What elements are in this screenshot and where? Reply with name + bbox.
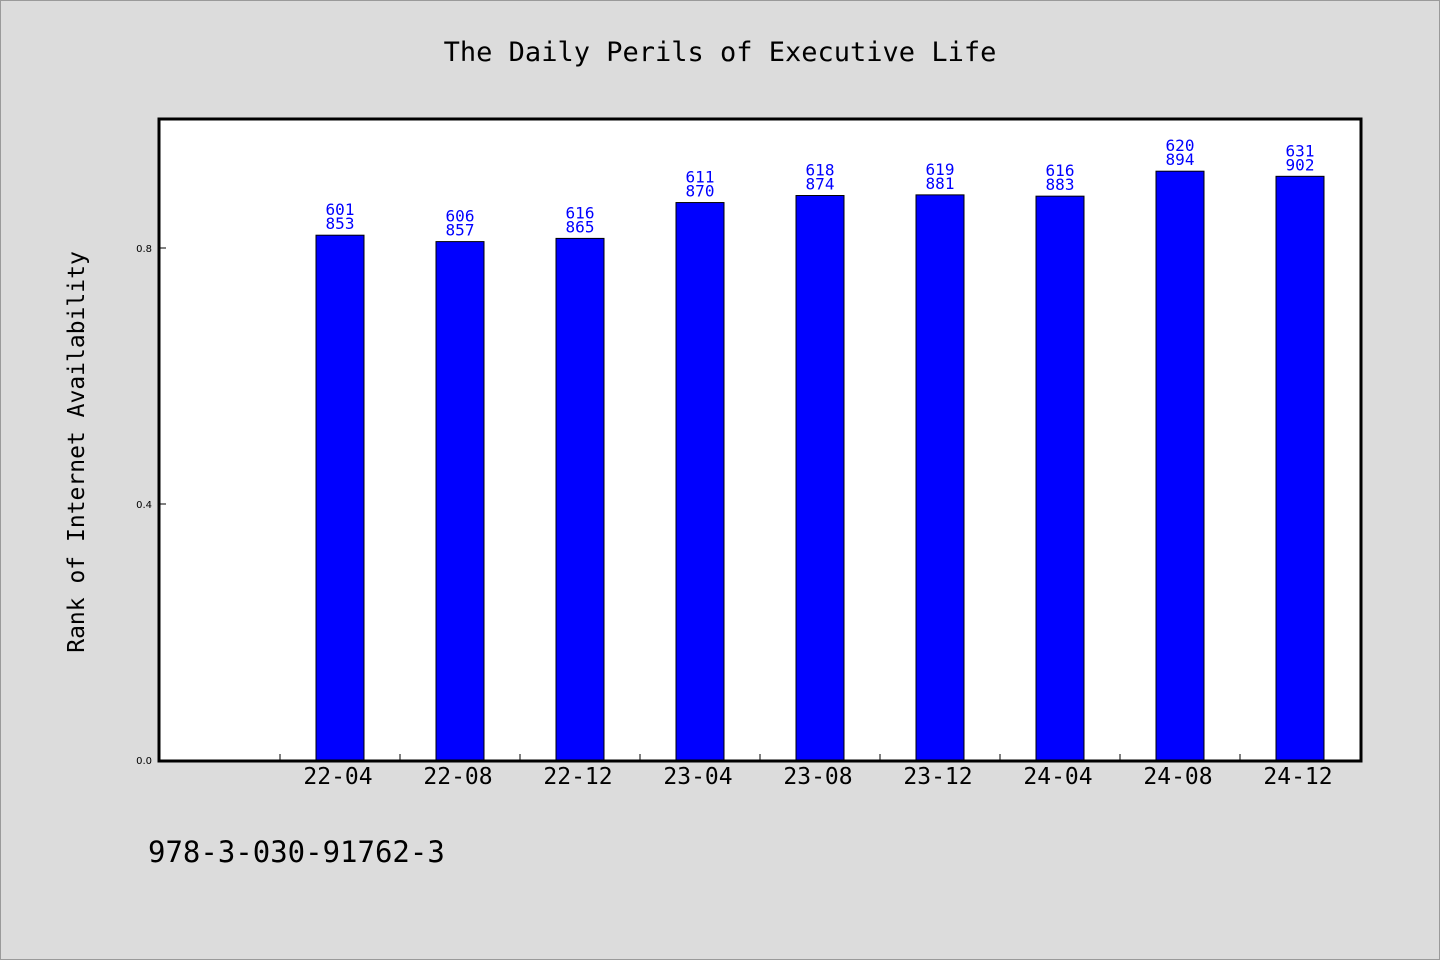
bar-label-bottom: 853 xyxy=(326,214,355,233)
x-tick-label: 23-08 xyxy=(783,764,852,790)
bar-label-top: 616 xyxy=(1046,161,1075,180)
bar-label-top: 631 xyxy=(1286,141,1315,160)
x-tick-label: 24-12 xyxy=(1263,764,1332,790)
bar-label-bottom: 870 xyxy=(686,182,715,201)
bar-label-top: 601 xyxy=(326,200,355,219)
bar-label-bottom: 894 xyxy=(1166,150,1195,169)
x-axis-ticks: 22-04 22-08 22-12 23-04 23-08 23-12 24-04 24-08… xyxy=(279,754,1333,790)
bar xyxy=(675,202,725,761)
bar-label-bottom: 883 xyxy=(1046,175,1075,194)
bar-label-bottom: 874 xyxy=(806,175,835,194)
bar-series xyxy=(315,170,1325,761)
bar-label-top: 618 xyxy=(806,161,835,180)
bar xyxy=(555,237,605,761)
y-tick-label: 0.8 xyxy=(136,244,152,255)
x-tick-label: 22-04 xyxy=(303,764,372,790)
isbn-footnote: 978-3-030-91762-3 xyxy=(148,835,445,869)
y-axis-label: Rank of Internet Availability xyxy=(64,251,90,653)
bar-label-top: 606 xyxy=(446,207,475,226)
bar xyxy=(1155,170,1205,761)
bar-label-top: 619 xyxy=(926,160,955,179)
x-tick-label: 22-12 xyxy=(543,764,612,790)
bar-label-top: 616 xyxy=(566,203,595,222)
x-tick-label: 23-12 xyxy=(903,764,972,790)
bar xyxy=(1035,195,1085,761)
x-tick-label: 24-04 xyxy=(1023,764,1092,790)
y-tick-label: 0.0 xyxy=(136,756,152,767)
x-tick-label: 23-04 xyxy=(663,764,732,790)
bar-label-top: 620 xyxy=(1166,136,1195,155)
bar xyxy=(795,195,845,761)
x-tick-label: 22-08 xyxy=(423,764,492,790)
bar xyxy=(915,194,965,761)
y-axis-ticks: 0.0 0.4 0.8 xyxy=(136,244,166,767)
bar-label-top: 611 xyxy=(686,168,715,187)
bar-label-bottom: 857 xyxy=(446,221,475,240)
y-tick-label: 0.4 xyxy=(136,500,152,511)
bar xyxy=(315,234,365,761)
bar xyxy=(1275,175,1325,761)
x-tick-label: 24-08 xyxy=(1143,764,1212,790)
bar xyxy=(435,241,485,761)
bar-label-bottom: 902 xyxy=(1286,155,1315,174)
bar-label-bottom: 865 xyxy=(566,217,595,236)
bar-label-bottom: 881 xyxy=(926,174,955,193)
chart-title: The Daily Perils of Executive Life xyxy=(444,37,997,68)
